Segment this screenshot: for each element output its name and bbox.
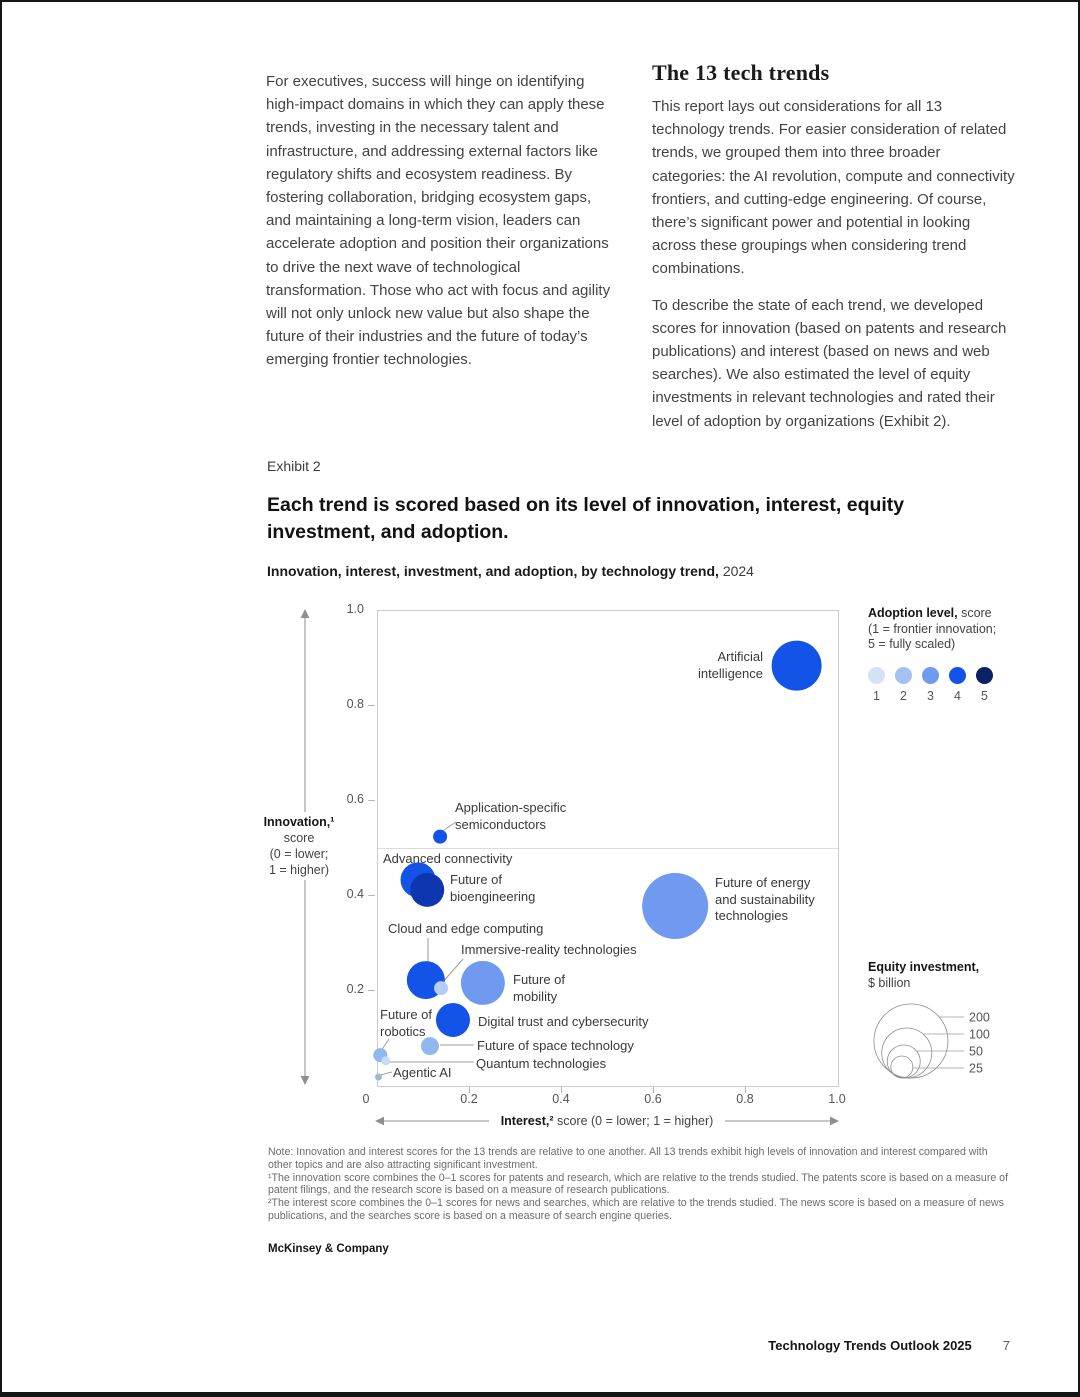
bubble-digital-trust-and-cybersecurity (435, 1002, 470, 1037)
label-advanced-connectivity: Advanced connectivity (383, 851, 513, 866)
arrow-left-icon (375, 1116, 384, 1126)
plot-area: Artificial intelligence Application-specif… (373, 610, 839, 1087)
midline-0-5 (378, 848, 838, 849)
adoption-number-2: 2 (900, 688, 907, 703)
intro-left-column: For executives, success will hinge on id… (266, 70, 616, 372)
y-tick-0.6: 0.6 (346, 792, 364, 806)
bubble-future-of-mobility (460, 960, 505, 1005)
bubble-application-specific-semiconductors (433, 829, 448, 844)
label-future-of-mobility: Future of mobility (513, 972, 566, 1004)
y-axis-label: Innovation,¹ score (0 = lower; 1 = highe… (258, 812, 340, 880)
x-tick-0.8: 0.8 (736, 1092, 754, 1106)
y-tickmark-0.2 (368, 990, 375, 991)
equity-value-25: 25 (969, 1062, 983, 1076)
section-title: The 13 tech trends (652, 60, 830, 85)
equity-legend: Equity investment, $ billion 200 100 50 25 (868, 960, 1038, 1090)
adoption-legend: Adoption level, score (1 = frontier inno… (868, 606, 1038, 703)
bubble-chart-canvas (373, 640, 822, 1081)
adoption-dot-2 (895, 666, 912, 684)
bubble-quantum-technologies (381, 1056, 391, 1066)
bubble-artificial-intelligence (771, 640, 822, 691)
bubble-future-of-bioengineering (410, 872, 445, 907)
section-paragraph-1: This report lays out considerations for … (652, 98, 1015, 278)
label-application-specific-semiconductors: Application-specific semiconductors (455, 800, 567, 832)
equity-size-scale: 200 100 50 25 (873, 1003, 990, 1079)
x-axis-label: Interest,² score (0 = lower; 1 = higher) (377, 1114, 837, 1128)
exhibit-subtitle: Innovation, interest, investment, and ad… (267, 563, 754, 579)
equity-value-200: 200 (969, 1011, 990, 1025)
adoption-number-4: 4 (954, 688, 961, 703)
exhibit-subtitle-year: 2024 (722, 563, 754, 579)
adoption-legend-subtitle-1: (1 = frontier innovation; (868, 621, 997, 636)
label-cloud-and-edge-computing: Cloud and edge computing (388, 921, 544, 936)
label-future-of-energy-and-sustainability-technologies: Future of energy and sustainability techno… (715, 875, 815, 923)
arrow-up-icon (300, 609, 310, 618)
x-tick-0.6: 0.6 (644, 1092, 662, 1106)
label-quantum-technologies: Quantum technologies (476, 1056, 607, 1071)
label-future-of-bioengineering: Future of bioengineering (450, 872, 536, 904)
footnote-1: ¹The innovation score combines the 0–1 s… (268, 1171, 1009, 1197)
x-tickmark-0.8 (745, 1087, 746, 1093)
label-digital-trust-and-cybersecurity: Digital trust and cybersecurity (478, 1014, 649, 1029)
adoption-dot-1 (868, 666, 885, 684)
x-tickmark-0.6 (653, 1087, 654, 1093)
adoption-scale-numbers: 1 2 3 4 5 (868, 689, 1038, 703)
exhibit-eyebrow: Exhibit 2 (267, 458, 321, 474)
adoption-number-1: 1 (873, 688, 880, 703)
equity-circle-25 (890, 1055, 914, 1079)
x-tick-0.4: 0.4 (552, 1092, 570, 1106)
footnotes: Note: Innovation and interest scores for… (268, 1146, 1012, 1223)
adoption-dot-4 (949, 666, 966, 684)
x-tick-0.2: 0.2 (460, 1092, 478, 1106)
adoption-legend-title: Adoption level, (868, 606, 958, 620)
footnote-general: Note: Innovation and interest scores for… (268, 1146, 988, 1171)
intro-paragraph: For executives, success will hinge on id… (266, 73, 611, 369)
leader-line-immersive-reality-technologies (441, 958, 464, 984)
y-tick-1.0: 1.0 (346, 602, 364, 616)
exhibit-headline: Each trend is scored based on its level … (267, 494, 905, 543)
adoption-dot-5 (976, 666, 993, 684)
adoption-dot-3 (922, 666, 939, 684)
x-tick-1.0: 1.0 (828, 1092, 846, 1106)
exhibit-subtitle-bold: Innovation, interest, investment, and ad… (267, 563, 719, 579)
brand-signature: McKinsey & Company (268, 1243, 389, 1255)
leader-line-application-specific-semiconductors (443, 821, 457, 831)
y-tick-0.2: 0.2 (346, 982, 364, 996)
page-number: 7 (1002, 1338, 1010, 1353)
y-tickmark-0.8 (368, 705, 375, 706)
bubble-future-of-energy-and-sustainability-technologies (642, 872, 709, 939)
section-paragraph-2: To describe the state of each trend, we … (652, 296, 1007, 430)
label-future-of-robotics: Future of robotics (380, 1007, 433, 1039)
footnote-2: ²The interest score combines the 0–1 sco… (268, 1197, 1004, 1222)
equity-legend-unit: $ billion (868, 975, 911, 990)
x-tickmark-0.4 (561, 1087, 562, 1093)
equity-legend-title: Equity investment, (868, 960, 980, 974)
equity-value-50: 50 (969, 1045, 983, 1059)
bubble-agentic-ai (374, 1073, 382, 1081)
adoption-legend-subtitle-2: 5 = fully scaled) (868, 637, 956, 651)
bubble-future-of-space-technology (420, 1037, 439, 1056)
arrow-down-icon (300, 1076, 310, 1085)
footer-title: Technology Trends Outlook 2025 (768, 1338, 972, 1353)
arrow-right-icon (830, 1116, 839, 1126)
x-tickmark-0.2 (469, 1087, 470, 1093)
label-future-of-space-technology: Future of space technology (477, 1038, 634, 1053)
leader-line-agentic-ai (379, 1071, 393, 1076)
label-agentic-ai: Agentic AI (393, 1065, 452, 1080)
adoption-number-3: 3 (927, 688, 934, 703)
bubble-immersive-reality-technologies (434, 981, 449, 996)
y-tickmark-0.4 (368, 895, 375, 896)
y-tick-0.4: 0.4 (346, 887, 364, 901)
adoption-scale-dots (868, 666, 1038, 684)
equity-value-100: 100 (969, 1028, 990, 1042)
label-immersive-reality-technologies: Immersive-reality technologies (461, 942, 637, 957)
page-footer: Technology Trends Outlook 2025 7 (768, 1338, 1010, 1353)
y-tickmark-0.6 (368, 800, 375, 801)
intro-right-column: The 13 tech trends This report lays out … (652, 60, 1018, 446)
y-tick-0.8: 0.8 (346, 697, 364, 711)
adoption-number-5: 5 (981, 688, 988, 703)
x-tick-0: 0 (362, 1092, 370, 1106)
label-artificial-intelligence: Artificial intelligence (697, 649, 763, 681)
